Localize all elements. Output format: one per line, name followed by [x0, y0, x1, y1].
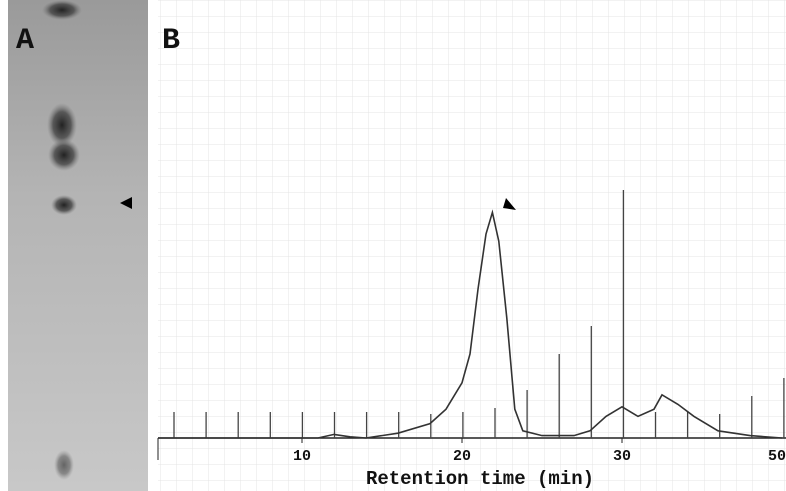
gel-panel [8, 0, 148, 491]
panel-label: B [162, 24, 180, 58]
x-tick-label: 10 [293, 448, 311, 465]
gel-band [54, 450, 74, 480]
x-tick-label: 30 [613, 448, 631, 465]
panel-label: A [16, 24, 34, 58]
x-tick-label: 20 [453, 448, 471, 465]
grid-background [158, 0, 786, 491]
arrowhead [120, 197, 132, 209]
gel-band [51, 195, 77, 215]
gel-band [42, 0, 82, 20]
x-axis-label: Retention time (min) [366, 468, 594, 490]
gel-band [48, 139, 80, 171]
arrowhead [503, 198, 516, 210]
gel-lane [8, 0, 148, 491]
gel-band [47, 103, 77, 147]
chromatogram-line [158, 209, 783, 439]
x-tick-label: 50 [768, 448, 786, 465]
